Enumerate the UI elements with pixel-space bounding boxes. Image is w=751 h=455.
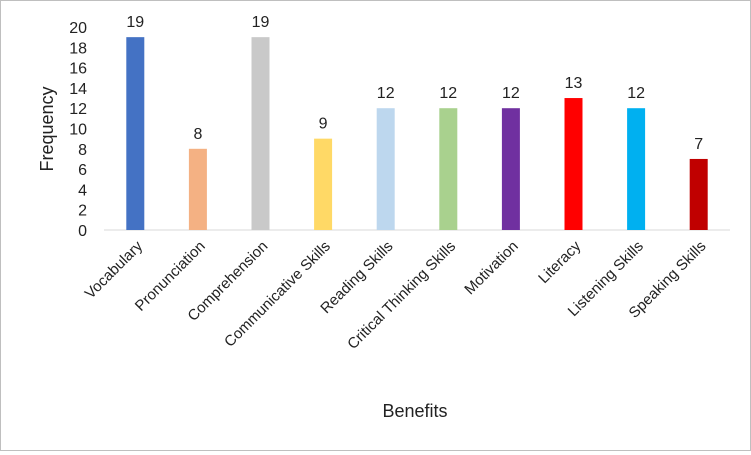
data-label: 9	[319, 116, 328, 133]
data-label: 12	[377, 85, 395, 102]
bar-vocabulary	[126, 37, 145, 231]
bar-listening-skills	[627, 108, 646, 230]
x-axis-title: Benefits	[382, 401, 447, 421]
bar-literacy	[564, 98, 583, 230]
category-labels: VocabularyPronunciationComprehensionComm…	[82, 237, 710, 352]
bar-reading-skills	[376, 108, 395, 230]
bar-critical-thinking-skills	[439, 108, 458, 230]
y-tick-label: 8	[78, 142, 87, 159]
category-label: Communicative Skills	[221, 238, 334, 351]
data-label: 8	[193, 126, 202, 143]
category-label: Vocabulary	[82, 237, 147, 302]
bars	[126, 37, 708, 231]
y-tick-label: 6	[78, 162, 87, 179]
bar-communicative-skills	[314, 138, 333, 230]
data-labels: 19 8 19 9 12 12 12 13 12 7	[126, 14, 703, 153]
data-label: 13	[565, 75, 583, 92]
y-tick-label: 2	[78, 203, 87, 220]
bar-speaking-skills	[689, 158, 708, 230]
data-label: 7	[694, 136, 703, 153]
data-label: 19	[252, 14, 270, 31]
bar-pronunciation	[188, 148, 207, 230]
y-tick-label: 14	[69, 81, 87, 98]
y-tick-label: 0	[78, 223, 87, 240]
data-label: 12	[627, 85, 645, 102]
y-axis-title: Frequency	[37, 86, 57, 171]
data-label: 19	[126, 14, 144, 31]
y-axis-ticks: 0 2 4 6 8 10 12 14 16 18 20	[69, 20, 87, 240]
y-tick-label: 16	[69, 61, 87, 78]
y-tick-label: 10	[69, 122, 87, 139]
y-tick-label: 18	[69, 40, 87, 57]
data-label: 12	[439, 85, 457, 102]
y-tick-label: 4	[78, 182, 87, 199]
category-label: Literacy	[535, 237, 585, 287]
bar-comprehension	[251, 37, 270, 231]
data-label: 12	[502, 85, 520, 102]
bar-motivation	[501, 108, 520, 230]
y-tick-label: 20	[69, 20, 87, 37]
y-tick-label: 12	[69, 101, 87, 118]
category-label: Motivation	[461, 238, 521, 298]
category-label: Critical Thinking Skills	[344, 238, 459, 353]
